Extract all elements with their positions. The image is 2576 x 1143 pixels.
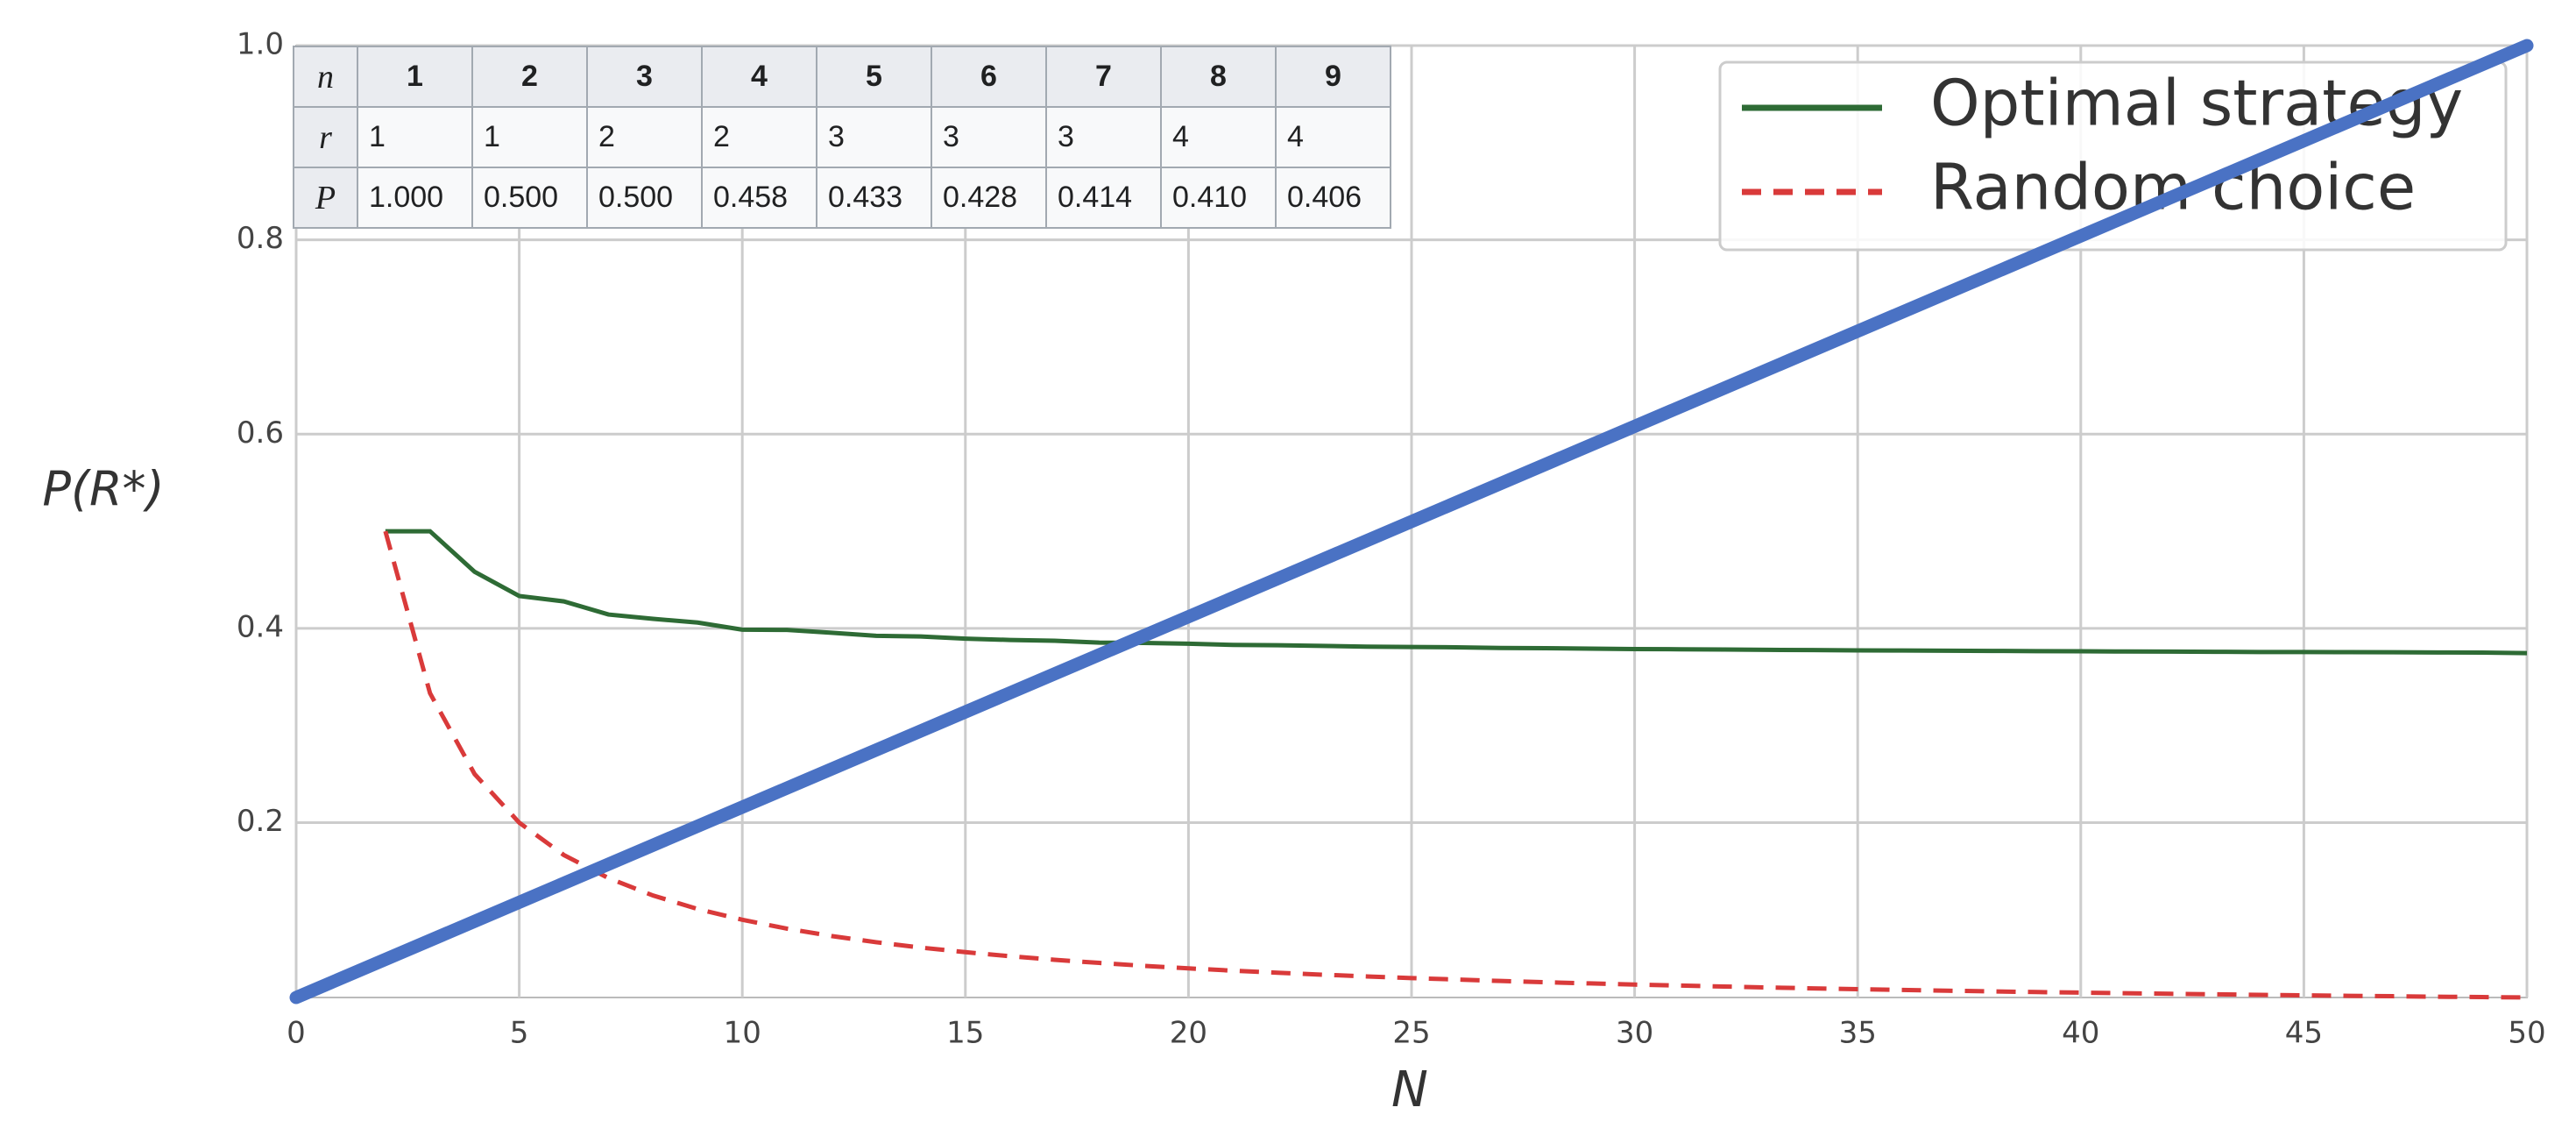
- line-series: [289, 39, 2534, 1005]
- table-header-cell: 3: [586, 46, 703, 108]
- legend-label: Random choice: [1930, 151, 2416, 224]
- x-tick-label: 35: [1839, 1016, 1877, 1051]
- y-tick-label: 0.2: [237, 804, 284, 839]
- x-tick-label: 25: [1392, 1016, 1430, 1051]
- table-cell: 0.433: [816, 167, 932, 229]
- table-header-cell: n: [293, 46, 358, 108]
- x-tick-label: 30: [1616, 1016, 1653, 1051]
- x-tick-label: 15: [946, 1016, 984, 1051]
- x-tick-label: 10: [724, 1016, 761, 1051]
- table-header-cell: 8: [1160, 46, 1277, 108]
- table-cell: 2: [701, 106, 817, 168]
- table-cell: 0.428: [931, 167, 1047, 229]
- table-cell: 0.406: [1275, 167, 1391, 229]
- y-tick-label: 0.4: [237, 609, 284, 644]
- legend: Optimal strategy Random choice: [1718, 60, 2508, 252]
- table-cell: P: [293, 167, 358, 229]
- y-tick-label: 0.8: [237, 221, 284, 256]
- line-series: [383, 530, 2528, 1000]
- table-header-cell: 7: [1045, 46, 1162, 108]
- x-tick-label: 45: [2285, 1016, 2323, 1051]
- table-cell: r: [293, 106, 358, 168]
- line-series: [385, 529, 2528, 656]
- x-tick-label: 20: [1170, 1016, 1207, 1051]
- table-cell: 1.000: [357, 167, 473, 229]
- x-tick-label: 0: [287, 1016, 306, 1051]
- table-cell: 0.500: [471, 167, 588, 229]
- table-cell: 0.414: [1045, 167, 1162, 229]
- table-header-cell: 6: [931, 46, 1047, 108]
- table-cell: 3: [1045, 106, 1162, 168]
- table-cell: 0.410: [1160, 167, 1277, 229]
- legend-label: Optimal strategy: [1930, 67, 2463, 140]
- table-cell: 4: [1275, 106, 1391, 168]
- table-header-cell: 2: [471, 46, 588, 108]
- x-tick-label: 5: [510, 1016, 529, 1051]
- table-cell: 3: [931, 106, 1047, 168]
- table-header-cell: 4: [701, 46, 817, 108]
- table-header-cell: 9: [1275, 46, 1391, 108]
- table-row: P 1.000 0.500 0.500 0.458 0.433 0.428 0.414 0.41…: [293, 167, 1391, 229]
- data-table: n 1 2 3 4 5 6 7 8 9 r 1 1 2 2 3 3 3 4 4 P 1.000 0.500 0.500 0.45…: [293, 46, 1391, 229]
- table-cell: 1: [471, 106, 588, 168]
- x-tick-label: 50: [2508, 1016, 2545, 1051]
- x-tick-label: 40: [2062, 1016, 2099, 1051]
- table-header-cell: 1: [357, 46, 473, 108]
- table-cell: 4: [1160, 106, 1277, 168]
- y-axis-label: P(R*): [42, 462, 164, 517]
- y-tick-label: 1.0: [237, 27, 284, 62]
- table-header-cell: 5: [816, 46, 932, 108]
- table-cell: 3: [816, 106, 932, 168]
- table-cell: 2: [586, 106, 703, 168]
- legend-box: [1718, 60, 2508, 252]
- table-cell: 0.500: [586, 167, 703, 229]
- y-tick-label: 0.6: [237, 415, 284, 451]
- table-cell: 0.458: [701, 167, 817, 229]
- table-cell: 1: [357, 106, 473, 168]
- x-axis-label: N: [1391, 1061, 1428, 1118]
